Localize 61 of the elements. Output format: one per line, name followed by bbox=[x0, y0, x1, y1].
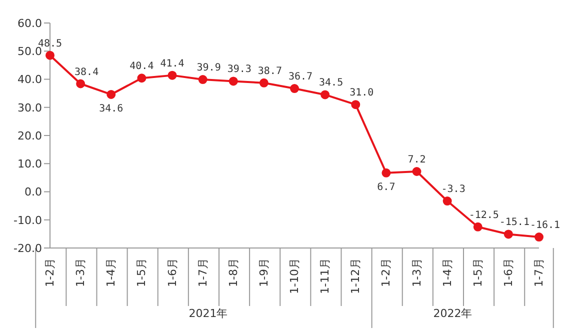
text: 2022年 bbox=[432, 306, 474, 321]
x-tick-label: 1-11月 bbox=[318, 258, 332, 294]
y-tick-label: -20.0 bbox=[14, 242, 42, 255]
x-tick-label: 1-3月 bbox=[410, 258, 424, 287]
data-label: 34.6 bbox=[99, 103, 124, 114]
point bbox=[504, 230, 513, 239]
x-tick-label: 1-5月 bbox=[135, 258, 148, 287]
point bbox=[290, 84, 299, 94]
data-label: 36.7 bbox=[288, 72, 313, 83]
data-label: 39.3 bbox=[227, 64, 252, 76]
point bbox=[320, 90, 330, 100]
y-tick-label: 0.0 bbox=[24, 186, 42, 199]
point bbox=[442, 196, 452, 206]
y-tick-label: -10.0 bbox=[14, 214, 42, 227]
y-tick-label: 10.0 bbox=[18, 158, 42, 171]
x-tick-label: 1-7月 bbox=[532, 258, 546, 287]
data-label: 39.9 bbox=[196, 62, 221, 74]
x-tick-label: 1-10月 bbox=[288, 258, 301, 294]
x-tick-label: 1-4月 bbox=[440, 258, 454, 287]
data-label: 34.5 bbox=[319, 78, 344, 89]
data-label: -15.1 bbox=[499, 217, 530, 228]
point bbox=[534, 232, 544, 242]
y-tick-label: 40.0 bbox=[18, 73, 42, 86]
x-tick-label: 1-12月 bbox=[349, 258, 362, 294]
x-tick-label: 1-9月 bbox=[257, 258, 270, 287]
x-tick-label: 1-5月 bbox=[471, 258, 484, 287]
y-tick-label: 60.0 bbox=[18, 16, 42, 30]
data-label: 31.0 bbox=[350, 88, 374, 99]
x-tick-label: 1-4月 bbox=[104, 258, 118, 287]
point bbox=[351, 100, 360, 110]
point bbox=[137, 74, 146, 83]
data-label: 40.4 bbox=[130, 61, 154, 72]
y-tick-label: 30.0 bbox=[18, 101, 42, 114]
point bbox=[412, 167, 422, 176]
point bbox=[259, 78, 268, 88]
x-tick-label: 1-3月 bbox=[74, 258, 88, 287]
point bbox=[473, 222, 482, 232]
x-tick-label: 1-2月 bbox=[380, 258, 393, 287]
point bbox=[198, 75, 208, 84]
x-tick-label: 1-8月 bbox=[226, 258, 240, 287]
data-label: 41.4 bbox=[160, 58, 184, 70]
x-tick-label: 1-7月 bbox=[196, 258, 210, 287]
data-label: 7.2 bbox=[408, 154, 426, 166]
data-label: -12.5 bbox=[468, 210, 499, 221]
point bbox=[46, 50, 54, 60]
data-label: 6.7 bbox=[377, 182, 396, 193]
x-tick-label: 1-2月 bbox=[44, 258, 56, 287]
y-tick-label: 50.0 bbox=[18, 45, 42, 58]
point bbox=[382, 168, 391, 178]
data-label: -3.3 bbox=[441, 184, 466, 196]
point bbox=[106, 90, 116, 99]
data-label: 38.7 bbox=[258, 66, 282, 77]
point bbox=[228, 76, 238, 86]
x-tick-label: 1-6月 bbox=[166, 258, 179, 287]
point bbox=[76, 79, 86, 88]
x-tick-label: 1-6月 bbox=[502, 258, 515, 287]
point bbox=[168, 70, 177, 80]
y-tick-label: 20.0 bbox=[18, 129, 42, 142]
data-label: 38.4 bbox=[74, 66, 99, 78]
data-label: -16.1 bbox=[530, 220, 560, 232]
text: 2021年 bbox=[188, 306, 229, 321]
